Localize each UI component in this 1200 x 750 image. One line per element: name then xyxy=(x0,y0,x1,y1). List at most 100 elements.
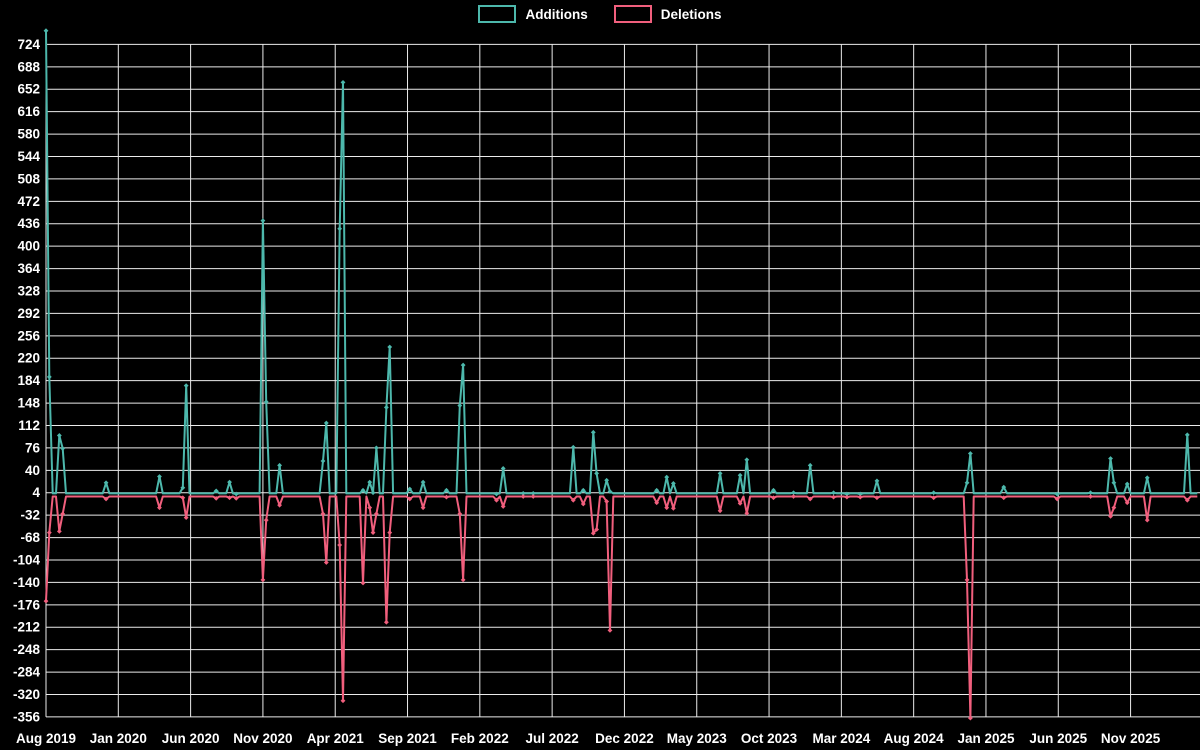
y-tick-label: 508 xyxy=(17,171,40,186)
x-tick-label: Feb 2022 xyxy=(451,731,509,746)
y-tick-label: 328 xyxy=(17,283,40,298)
y-tick-label: 148 xyxy=(17,396,40,411)
additions-point xyxy=(964,480,970,486)
additions-point xyxy=(457,403,463,408)
additions-point xyxy=(844,491,850,497)
deletions-point xyxy=(56,528,62,534)
additions-point xyxy=(590,429,596,435)
deletions-point xyxy=(337,542,343,548)
x-tick-label: Dec 2022 xyxy=(595,731,654,746)
additions-point xyxy=(831,490,836,496)
y-tick-label: 76 xyxy=(25,440,41,455)
x-tick-labels: Aug 2019 Jan 2020 Jun 2020 Nov 2020 Apr 2021… xyxy=(16,731,1161,746)
deletions-point xyxy=(590,530,596,536)
deletions-point xyxy=(263,517,269,523)
additions-point xyxy=(180,485,186,491)
deletions-point xyxy=(1088,494,1093,499)
chart-legend: Additions Deletions xyxy=(0,5,1200,23)
deletions-point xyxy=(360,580,366,586)
deletions-point xyxy=(43,598,49,604)
deletions-point xyxy=(1184,497,1190,503)
x-tick-label: Jun 2025 xyxy=(1029,731,1087,746)
x-tick-label: Mar 2024 xyxy=(812,731,870,746)
legend-item-deletions[interactable]: Deletions xyxy=(613,5,722,23)
additions-point xyxy=(1184,432,1190,438)
x-tick-label: Aug 2024 xyxy=(884,731,945,746)
y-tick-label: -140 xyxy=(13,575,40,590)
x-tick-label: Jun 2020 xyxy=(162,731,220,746)
additions-point xyxy=(1124,481,1130,487)
additions-point xyxy=(263,399,269,405)
additions-point xyxy=(337,226,343,232)
additions-point xyxy=(183,383,189,389)
additions-point xyxy=(227,479,232,485)
deletions-point xyxy=(831,494,836,500)
deletions-point xyxy=(737,500,743,506)
additions-point xyxy=(1054,491,1060,497)
y-tick-labels: 724 688 652 616 580 544 508 472 436 400 364 328 292 2… xyxy=(13,37,41,725)
deletions-point xyxy=(654,500,660,506)
deletions-point xyxy=(444,494,449,500)
y-tick-label: -68 xyxy=(20,530,40,545)
y-tick-label: -248 xyxy=(13,642,41,657)
point-markers xyxy=(43,28,1190,721)
y-tick-label: 364 xyxy=(17,261,40,276)
y-tick-label: 400 xyxy=(17,239,40,254)
additions-point xyxy=(320,458,326,464)
deletions-point xyxy=(931,495,937,501)
additions-point xyxy=(594,471,600,476)
additions-point xyxy=(874,478,880,484)
y-tick-label: 40 xyxy=(25,463,40,478)
additions-point xyxy=(323,420,329,426)
additions-point xyxy=(717,471,723,476)
y-tick-label: -212 xyxy=(13,620,40,635)
deletions-point xyxy=(771,495,776,501)
y-tick-label: 472 xyxy=(17,194,40,209)
y-tick-label: 616 xyxy=(17,104,40,119)
additions-point xyxy=(43,28,49,34)
x-tick-label: Jan 2025 xyxy=(957,731,1015,746)
additions-point xyxy=(103,480,109,486)
deletions-point xyxy=(500,504,506,509)
deletions-point xyxy=(670,505,676,511)
additions-swatch xyxy=(478,5,517,23)
deletions-point xyxy=(460,577,466,583)
deletions-point xyxy=(607,627,613,633)
additions-point xyxy=(407,486,413,492)
additions-point xyxy=(213,488,219,494)
additions-point xyxy=(530,490,536,496)
y-tick-label: 580 xyxy=(17,127,40,142)
additions-point xyxy=(360,487,366,493)
deletions-point xyxy=(717,508,723,514)
additions-point xyxy=(807,462,813,468)
deletions-point xyxy=(1124,500,1130,506)
x-tick-label: Jul 2022 xyxy=(525,731,578,746)
x-tick-label: Oct 2023 xyxy=(741,731,798,746)
deletions-point xyxy=(157,505,162,511)
deletions-point xyxy=(1054,496,1060,502)
deletions-point xyxy=(520,494,526,499)
x-tick-label: Aug 2019 xyxy=(16,731,76,746)
deletions-point xyxy=(964,577,970,583)
legend-label-deletions: Deletions xyxy=(660,6,722,22)
legend-item-additions[interactable]: Additions xyxy=(478,5,588,23)
deletions-point xyxy=(1144,517,1150,523)
additions-point xyxy=(387,344,393,350)
y-tick-label: 724 xyxy=(17,37,40,52)
y-tick-label: -284 xyxy=(13,665,41,680)
x-tick-label: Nov 2025 xyxy=(1101,731,1161,746)
y-tick-label: 292 xyxy=(17,306,40,321)
deletions-point xyxy=(383,619,389,625)
deletions-point xyxy=(857,494,863,500)
additions-point xyxy=(157,474,162,479)
additions-point xyxy=(370,490,376,496)
deletions-point xyxy=(494,497,499,503)
additions-point xyxy=(967,451,973,456)
deletions-point xyxy=(367,505,373,511)
additions-point xyxy=(744,457,750,463)
deletions-point xyxy=(340,698,346,704)
additions-point xyxy=(520,490,526,496)
deletions-point xyxy=(457,511,463,517)
